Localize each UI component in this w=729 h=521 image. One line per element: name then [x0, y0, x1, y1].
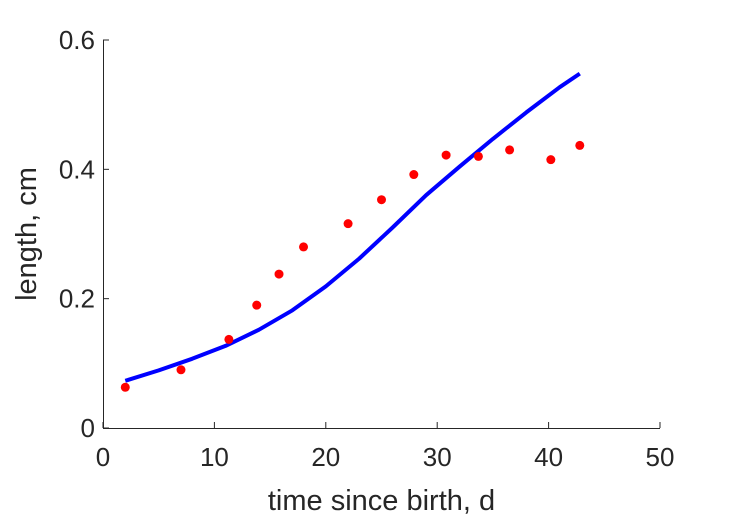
data-point [176, 365, 186, 375]
data-point [377, 195, 386, 205]
data-point [575, 140, 585, 150]
y-tick-label: 0.4 [59, 154, 95, 184]
data-point [409, 170, 419, 180]
ticks: 0 10 20 30 40 50 0 0.2 0.4 0.6 [59, 25, 675, 472]
x-tick-label: 50 [646, 442, 675, 472]
axes [103, 40, 660, 429]
x-axis-label: time since birth, d [268, 485, 495, 517]
data-point [120, 382, 130, 392]
data-point [441, 150, 451, 160]
data-point [299, 242, 309, 252]
data-point [546, 155, 556, 165]
data-point [274, 269, 284, 279]
x-tick-label: 10 [200, 442, 229, 472]
x-tick-label: 30 [423, 442, 452, 472]
data-point [224, 334, 234, 344]
x-tick-label: 40 [534, 442, 563, 472]
plot-area [120, 71, 585, 392]
y-tick-label: 0.6 [59, 25, 95, 55]
y-tick-label: 0 [81, 413, 95, 443]
data-point [252, 300, 262, 310]
x-tick-label: 20 [311, 442, 340, 472]
data-point [505, 145, 515, 155]
y-tick-label: 0.2 [59, 284, 95, 314]
data-point [343, 219, 353, 229]
model-line [124, 71, 581, 383]
data-point [473, 151, 483, 161]
y-axis-label: length, cm [11, 167, 43, 301]
x-tick-label: 0 [96, 442, 110, 472]
